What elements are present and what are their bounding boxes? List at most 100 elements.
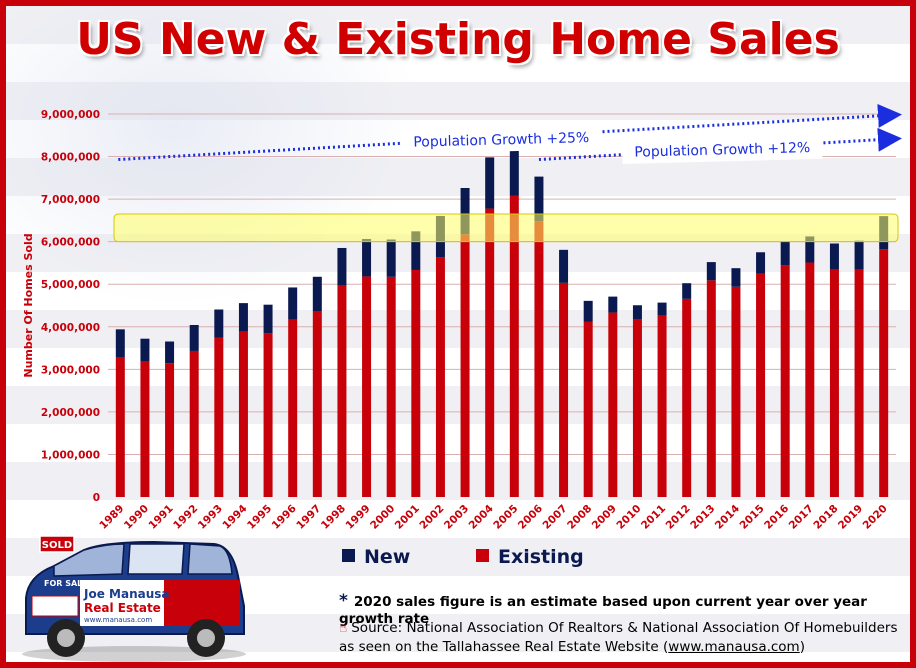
x-tick-label-1997: 1997 [294,503,323,532]
sold-sign-text: SOLD [42,540,72,551]
bar-new-2000 [386,239,396,277]
x-tick-label-2014: 2014 [713,503,742,532]
x-tick-label-2012: 2012 [664,503,693,532]
bar-existing-2005 [509,195,519,497]
x-tick-label-2017: 2017 [787,503,816,532]
bar-new-2003 [460,188,470,235]
x-tick-label-2009: 2009 [590,503,619,532]
bar-existing-1998 [337,285,347,497]
source-line-2-prefix: as seen on the Tallahassee Real Estate W… [339,639,669,655]
bar-existing-1992 [189,350,199,497]
bar-existing-2014 [731,286,741,497]
bar-new-2014 [731,268,741,287]
x-tick-label-1990: 1990 [122,503,151,532]
bar-existing-1997 [312,310,322,497]
bar-new-1989 [115,329,125,357]
car-brand-line-2: Real Estate [84,601,161,615]
y-axis-label: Number Of Homes Sold [22,233,35,377]
bar-existing-2011 [657,315,667,497]
legend-new: New [342,546,410,568]
car-brand-line-1: Joe Manausa [83,587,170,601]
bar-existing-1993 [214,337,224,497]
bar-existing-2010 [632,318,642,497]
source-url-link[interactable]: www.manausa.com [668,639,800,655]
x-tick-label-1995: 1995 [245,503,274,532]
bar-new-2008 [583,300,593,322]
bar-existing-2003 [460,234,470,497]
bar-chart: 0 1,000,000 2,000,000 3,000,000 4,000,000 5,0… [22,103,902,532]
bar-new-2004 [485,157,495,209]
chart-title: US New & Existing Home Sales [76,14,840,65]
bar-new-1994 [238,303,248,332]
x-tick-label-2015: 2015 [738,503,767,532]
x-tick-label-2010: 2010 [614,503,643,532]
x-tick-label-1994: 1994 [220,503,249,532]
bar-existing-2017 [805,262,815,497]
bar-new-1998 [337,247,347,286]
bar-new-2012 [682,283,692,299]
y-tick-label: 1,000,000 [41,449,100,461]
estimate-note: * 2020 sales figure is an estimate based … [339,591,910,627]
bar-new-2009 [608,296,618,313]
bar-existing-1995 [263,333,273,497]
y-tick-label: 0 [93,492,100,504]
bar-new-2015 [756,252,766,274]
bar-new-1997 [312,276,322,311]
bar-existing-2002 [435,257,445,497]
x-tick-label-1996: 1996 [270,503,299,532]
for-sale-text: FOR SALE [44,579,88,588]
x-tick-label-2016: 2016 [762,503,791,532]
legend-new-label: New [364,546,411,568]
bar-new-1995 [263,304,273,334]
x-tick-label-2000: 2000 [368,503,397,532]
hand-pointer-icon: ☝ [339,620,348,636]
bar-existing-2012 [682,298,692,497]
bar-new-2001 [411,231,421,270]
bar-existing-2000 [386,276,396,497]
annotation-population-12: Population Growth +12% [634,140,810,161]
y-tick-label: 8,000,000 [41,152,100,164]
real-estate-car-logo: SOLD FOR SALE Joe Manausa Real Estate ww… [22,536,246,662]
y-tick-label: 4,000,000 [41,322,100,334]
bar-existing-1996 [288,319,298,497]
flag-background [6,6,426,306]
bar-existing-2013 [706,280,716,497]
x-tick-label-1992: 1992 [171,503,200,532]
car-brand-url: www.manausa.com [84,616,152,624]
bar-existing-2018 [829,269,839,497]
bar-existing-2020 [879,249,889,497]
bar-new-1991 [165,341,175,364]
x-tick-label-1998: 1998 [319,503,348,532]
bar-new-1990 [140,338,150,362]
y-tick-label: 7,000,000 [41,194,100,206]
sold-sign [39,536,75,553]
bar-existing-2019 [854,269,864,497]
bar-new-2006 [534,176,544,222]
y-tick-label: 2,000,000 [41,407,100,419]
bar-new-1993 [214,309,224,338]
bar-existing-1990 [140,361,150,497]
x-tick-label-1993: 1993 [196,503,225,532]
x-tick-label-2018: 2018 [811,503,840,532]
bar-new-1999 [362,238,372,277]
bar-existing-2008 [583,321,593,497]
x-tick-label-2004: 2004 [467,503,496,532]
x-tick-label-2013: 2013 [688,503,717,532]
annotation-population-25-box [401,124,602,154]
x-tick-label-2007: 2007 [541,503,570,532]
x-tick-label-2019: 2019 [836,503,865,532]
bar-new-2007 [559,249,569,283]
bar-new-1996 [288,287,298,320]
bar-existing-2007 [559,282,569,497]
y-tick-label: 3,000,000 [41,364,100,376]
note-text: 2020 sales figure is an estimate based u… [339,594,867,627]
bar-existing-1999 [362,276,372,497]
note-asterisk: * [339,591,348,611]
x-tick-label-2006: 2006 [516,503,545,532]
bar-new-1992 [189,324,199,351]
annotation-population-12-box [622,134,823,164]
bar-existing-1994 [238,331,248,497]
bar-new-2019 [854,240,864,270]
highlight-band [113,213,899,243]
